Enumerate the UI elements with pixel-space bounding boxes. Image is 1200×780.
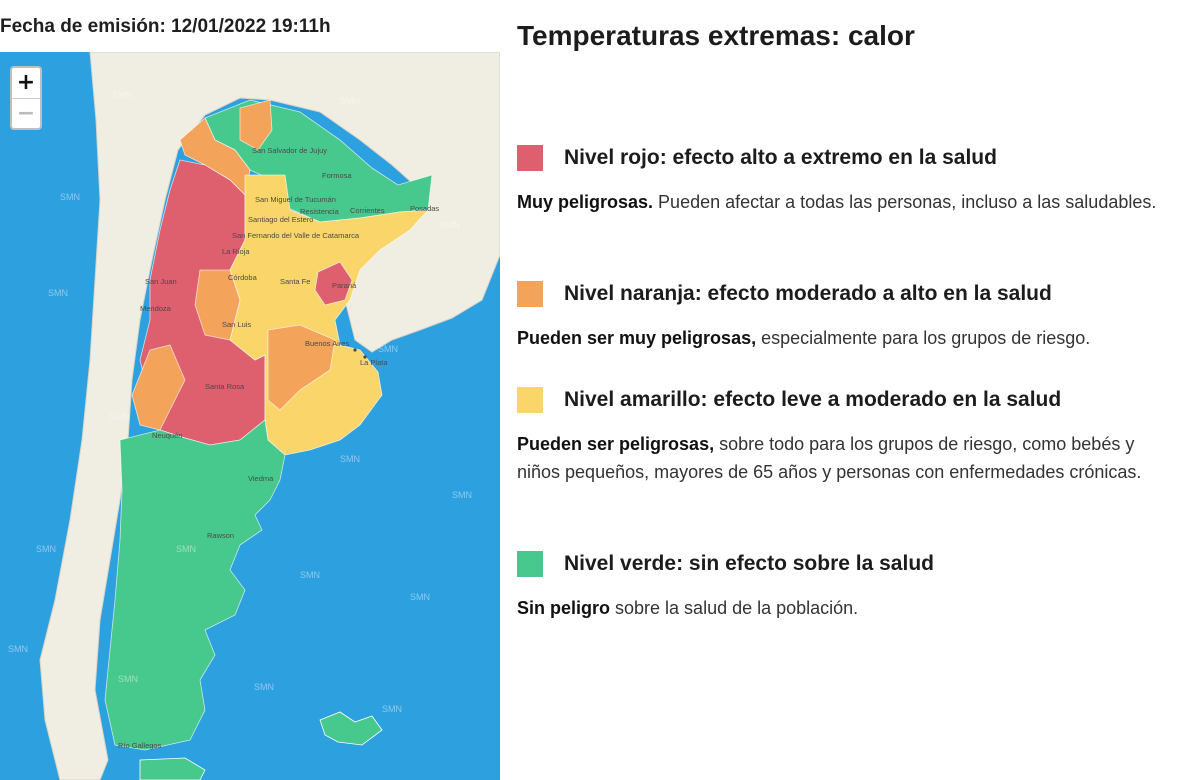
svg-text:SMN: SMN: [176, 544, 196, 554]
level-amarillo: Nivel amarillo: efecto leve a moderado e…: [517, 386, 1177, 486]
zoom-out-button[interactable]: −: [16, 101, 36, 126]
level-verde-desc: Sin peligro sobre la salud de la poblaci…: [517, 598, 859, 618]
region-rojo-parana: [314, 261, 353, 306]
region-naranja-jujuy: [239, 99, 273, 151]
place-label: Formosa: [322, 171, 352, 180]
place-label: San Miguel de Tucumán: [255, 195, 336, 204]
level-rojo-name: Nivel rojo: efecto alto a extremo en la …: [564, 146, 997, 169]
svg-text:SMN: SMN: [300, 570, 320, 580]
yellow-swatch: [517, 387, 543, 413]
place-label: Santa Fe: [280, 277, 310, 286]
place-label: La Plata: [360, 358, 388, 367]
region-naranja-sanluis: [194, 269, 241, 341]
place-label: Paraná: [332, 281, 357, 290]
svg-text:SMN: SMN: [440, 220, 460, 230]
place-label: San Salvador de Jujuy: [252, 146, 327, 155]
place-label: Corrientes: [350, 206, 385, 215]
svg-text:SMN: SMN: [60, 192, 80, 202]
svg-text:SMN: SMN: [378, 344, 398, 354]
place-label: San Juan: [145, 277, 177, 286]
svg-text:SMN: SMN: [48, 288, 68, 298]
region-naranja-mendoza: [131, 344, 186, 431]
green-swatch: [517, 551, 543, 577]
level-naranja-name: Nivel naranja: efecto moderado a alto en…: [564, 282, 1052, 305]
land-malvinas: [319, 711, 383, 746]
place-label: Mendoza: [140, 304, 172, 313]
level-naranja: Nivel naranja: efecto moderado a alto en…: [517, 280, 1177, 352]
svg-text:SMN: SMN: [382, 704, 402, 714]
level-verde: Nivel verde: sin efecto sobre la salud S…: [517, 550, 1177, 622]
place-label: Santiago del Estero: [248, 215, 313, 224]
svg-text:SMN: SMN: [452, 490, 472, 500]
level-verde-name: Nivel verde: sin efecto sobre la salud: [564, 552, 934, 575]
place-label: San Fernando del Valle de Catamarca: [232, 231, 360, 240]
svg-text:SMN: SMN: [110, 412, 130, 422]
level-rojo-desc: Muy peligrosas. Pueden afectar a todas l…: [517, 192, 1157, 212]
alert-map[interactable]: San Salvador de Jujuy Formosa San Miguel…: [0, 52, 500, 780]
map-canvas[interactable]: San Salvador de Jujuy Formosa San Miguel…: [0, 52, 500, 780]
region-verde-patagonia: [104, 419, 286, 751]
place-label: Córdoba: [228, 273, 258, 282]
place-label: Resistencia: [300, 207, 340, 216]
level-amarillo-desc: Pueden ser peligrosas, sobre todo para l…: [517, 434, 1142, 482]
level-amarillo-name: Nivel amarillo: efecto leve a moderado e…: [564, 388, 1062, 411]
region-naranja-buenosaires: [267, 324, 336, 411]
svg-text:SMN: SMN: [112, 90, 132, 100]
place-labels: San Salvador de Jujuy Formosa San Miguel…: [118, 146, 439, 750]
place-label: Buenos Aires: [305, 339, 349, 348]
place-label: San Luis: [222, 320, 251, 329]
place-label: Río Gallegos: [118, 741, 162, 750]
svg-text:SMN: SMN: [118, 674, 138, 684]
svg-text:SMN: SMN: [340, 96, 360, 106]
place-label: La Rioja: [222, 247, 250, 256]
land-tierra-del-fuego: [139, 757, 206, 780]
svg-text:SMN: SMN: [8, 644, 28, 654]
level-rojo: Nivel rojo: efecto alto a extremo en la …: [517, 144, 1177, 216]
zoom-in-button[interactable]: +: [12, 68, 40, 99]
place-label: Santa Rosa: [205, 382, 245, 391]
place-label: Neuquén: [152, 431, 182, 440]
legend-title: Temperaturas extremas: calor: [517, 20, 915, 51]
place-label: Rawson: [207, 531, 234, 540]
place-label: Viedma: [248, 474, 274, 483]
level-naranja-desc: Pueden ser muy peligrosas, especialmente…: [517, 328, 1091, 348]
red-swatch: [517, 145, 543, 171]
place-label: Posadas: [410, 204, 439, 213]
svg-text:SMN: SMN: [36, 544, 56, 554]
svg-text:SMN: SMN: [254, 682, 274, 692]
orange-swatch: [517, 281, 543, 307]
svg-text:SMN: SMN: [340, 454, 360, 464]
place-markers: [353, 348, 367, 359]
svg-text:SMN: SMN: [410, 592, 430, 602]
smn-watermarks: SMN SMN SMN SMN SMN SMN SMN SMN SMN SMN …: [8, 90, 472, 714]
issue-date: Fecha de emisión: 12/01/2022 19:11h: [0, 16, 331, 37]
zoom-control: + −: [10, 66, 42, 130]
